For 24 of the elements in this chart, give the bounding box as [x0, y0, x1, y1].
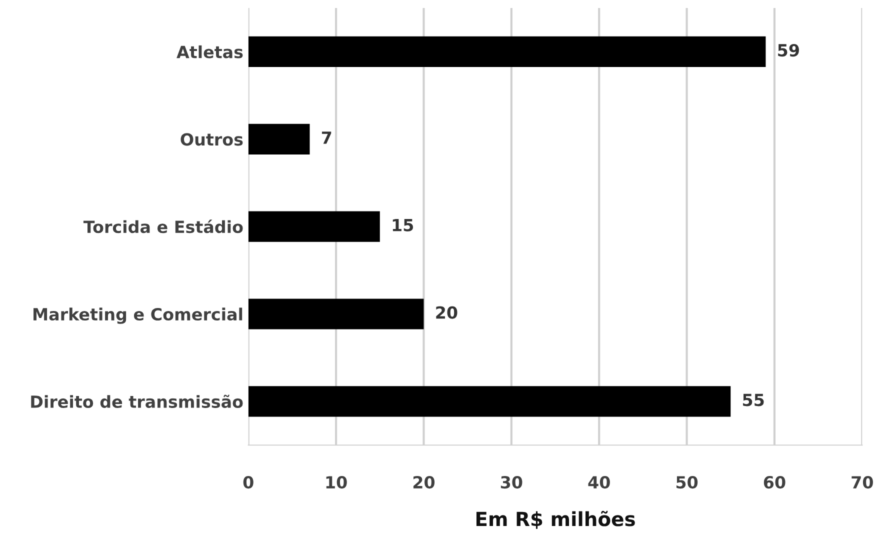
x-tick-label: 20 [413, 476, 435, 489]
y-tick-label: Marketing e Comercial [34, 308, 242, 324]
bar [248, 124, 310, 154]
x-tick-label: 10 [326, 476, 347, 489]
y-tick-label: Atletas [176, 45, 243, 58]
y-tick-label: Torcida e Estádio [83, 220, 243, 234]
data-label: 7 [322, 132, 332, 144]
bar [248, 36, 766, 68]
data-label: 15 [392, 219, 414, 232]
x-tick-label: 50 [676, 476, 698, 489]
y-tick-label: Outros [180, 133, 243, 146]
data-label: 20 [436, 306, 458, 319]
x-tick-label: 0 [243, 476, 254, 489]
y-tick-label: Direito de transmissão [31, 394, 243, 408]
data-label: 55 [743, 394, 764, 406]
bar [248, 298, 424, 330]
bar [248, 211, 380, 242]
x-tick-label: 70 [852, 476, 873, 489]
x-tick-label: 60 [764, 476, 786, 489]
x-tick-label: 30 [500, 476, 522, 489]
data-label: 59 [778, 44, 799, 57]
x-tick-label: 40 [588, 476, 610, 489]
x-axis-title: Em R$ milhões [476, 510, 635, 529]
bar [248, 386, 731, 417]
